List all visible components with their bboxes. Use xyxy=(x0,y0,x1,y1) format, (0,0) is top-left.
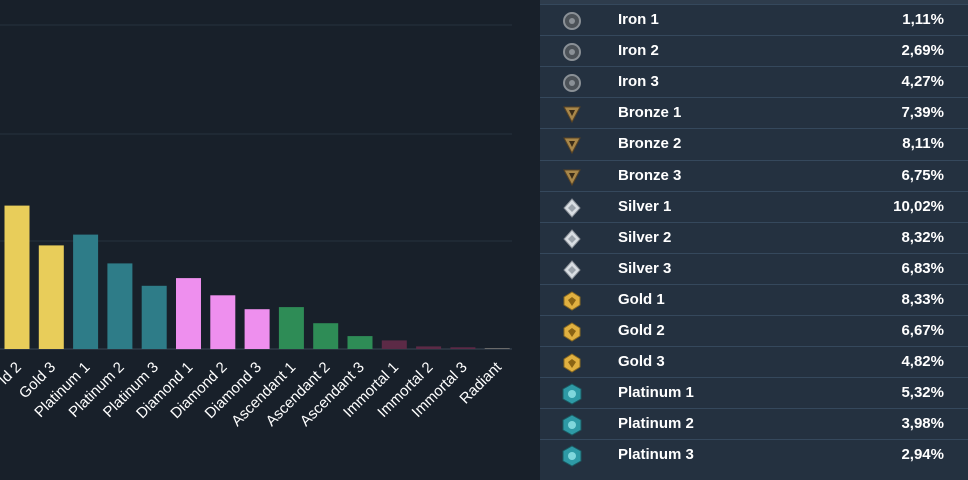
bar-ascendant-2 xyxy=(313,323,339,349)
rank-name: Silver 2 xyxy=(618,228,672,246)
rank-percentage: 3,98% xyxy=(901,415,944,433)
rank-row-silver-2: Silver 2 8,32% xyxy=(540,221,968,253)
rank-row-gold-1: Gold 1 8,33% xyxy=(540,283,968,315)
bar-diamond-2 xyxy=(210,295,236,350)
bar-platinum-2 xyxy=(107,263,133,349)
platinum-icon xyxy=(560,382,584,406)
bar-immortal-1 xyxy=(381,340,407,349)
rank-name: Iron 2 xyxy=(618,42,659,60)
silver-icon xyxy=(560,196,584,220)
rank-row-bronze-1: Bronze 1 7,39% xyxy=(540,97,968,128)
rank-percentage: 1,11% xyxy=(902,11,944,28)
rank-percentage: 2,94% xyxy=(901,446,944,464)
iron-icon xyxy=(560,40,584,64)
bar-immortal-3 xyxy=(450,347,476,349)
bar-gold-2 xyxy=(4,205,30,349)
rank-distribution-table: Iron 1 1,11% Iron 2 2,69% Iron 3 4,27% Bronze … xyxy=(540,0,968,480)
bar-immortal-2 xyxy=(416,346,442,349)
iron-icon xyxy=(560,71,584,95)
rank-row-bronze-2: Bronze 2 8,11% xyxy=(540,128,968,159)
rank-percentage: 6,75% xyxy=(901,166,944,184)
gold-icon xyxy=(560,351,584,375)
bronze-icon xyxy=(560,133,584,157)
rank-percentage: 5,32% xyxy=(901,384,944,402)
rank-row-iron-3: Iron 3 4,27% xyxy=(540,66,968,97)
bar-platinum-1 xyxy=(73,234,99,349)
bar-radiant xyxy=(484,348,510,349)
bar-diamond-3 xyxy=(244,309,270,349)
rank-name: Bronze 3 xyxy=(618,166,682,184)
rank-name: Platinum 1 xyxy=(618,384,694,402)
rank-name: Platinum 2 xyxy=(618,415,694,433)
rank-row-platinum-1: Platinum 1 5,32% xyxy=(540,377,968,408)
rank-row-silver-1: Silver 1 10,02% xyxy=(540,190,968,222)
rank-row-gold-3: Gold 3 4,82% xyxy=(540,346,968,377)
silver-icon xyxy=(560,227,584,251)
bronze-icon xyxy=(560,102,584,126)
rank-percentage: 4,82% xyxy=(901,353,944,371)
rank-row-gold-2: Gold 2 6,67% xyxy=(540,315,968,346)
rank-name: Gold 3 xyxy=(618,353,665,371)
rank-name: Silver 1 xyxy=(618,197,672,215)
rank-percentage: 4,27% xyxy=(901,73,944,91)
rank-percentage: 8,11% xyxy=(902,135,944,153)
rank-name: Bronze 2 xyxy=(618,135,682,153)
rank-name: Iron 3 xyxy=(618,73,659,91)
rank-percentage: 2,69% xyxy=(901,42,944,60)
rank-name: Silver 3 xyxy=(618,259,672,277)
bronze-icon xyxy=(560,165,584,189)
rank-row-platinum-2: Platinum 2 3,98% xyxy=(540,408,968,439)
rank-name: Iron 1 xyxy=(618,11,659,28)
rank-name: Gold 2 xyxy=(618,322,665,339)
rank-percentage: 8,32% xyxy=(901,228,944,246)
gold-icon xyxy=(560,289,584,313)
bar-ascendant-3 xyxy=(347,336,373,349)
rank-distribution-chart: ld 2 Gold 3 Platinum 1 Platinum 2 Platinum 3… xyxy=(0,24,512,430)
rank-percentage: 7,39% xyxy=(901,104,944,122)
rank-name: Platinum 3 xyxy=(618,446,694,464)
rank-percentage: 8,33% xyxy=(901,290,944,308)
rank-name: Gold 1 xyxy=(618,290,665,308)
rank-percentage: 6,67% xyxy=(901,322,944,339)
table-header-strip xyxy=(540,0,968,4)
rank-name: Bronze 1 xyxy=(618,104,682,122)
bar-platinum-3 xyxy=(141,285,167,349)
platinum-icon xyxy=(560,444,584,468)
bar-gold-3 xyxy=(38,245,64,349)
rank-percentage: 6,83% xyxy=(901,259,944,277)
rank-row-iron-1: Iron 1 1,11% xyxy=(540,4,968,35)
rank-row-iron-2: Iron 2 2,69% xyxy=(540,35,968,66)
silver-icon xyxy=(560,258,584,282)
platinum-icon xyxy=(560,413,584,437)
rank-row-bronze-3: Bronze 3 6,75% xyxy=(540,159,968,191)
bars xyxy=(4,205,510,350)
iron-icon xyxy=(560,9,584,33)
rank-percentage: 10,02% xyxy=(893,197,944,215)
rank-row-silver-3: Silver 3 6,83% xyxy=(540,252,968,284)
gold-icon xyxy=(560,320,584,344)
bar-ascendant-1 xyxy=(278,307,304,349)
bar-diamond-1 xyxy=(176,278,201,350)
rank-row-platinum-3: Platinum 3 2,94% xyxy=(540,439,968,470)
